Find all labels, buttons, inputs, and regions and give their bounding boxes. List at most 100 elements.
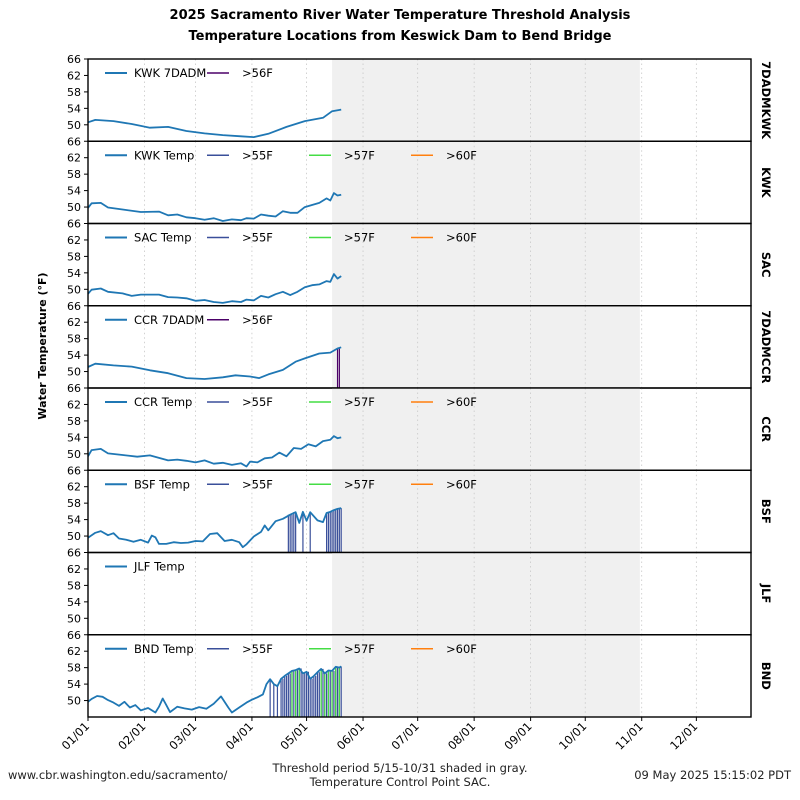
legend-label: >57F [344, 642, 375, 656]
y-tick-label: 66 [67, 464, 81, 477]
footer-note: Threshold period 5/15-10/31 shaded in gr… [0, 761, 800, 789]
y-tick-label: 54 [67, 185, 81, 198]
series-line-bsf-temp [87, 507, 342, 549]
legend-label: >60F [446, 477, 477, 491]
panel-label: BND [759, 662, 773, 690]
legend-label: >57F [344, 231, 375, 245]
y-tick-label: 62 [67, 481, 81, 494]
threshold-period-shade [332, 59, 640, 142]
y-tick-label: 58 [67, 415, 81, 428]
footer-url[interactable]: www.cbr.washington.edu/sacramento/ [8, 768, 228, 782]
y-tick-label: 62 [67, 234, 81, 247]
panel-kwk: 66 62 58 54 50 KWK Temp >55F >57F >60F KWK [67, 135, 773, 225]
y-tick-label: 54 [67, 431, 81, 444]
footer-note-line2: Temperature Control Point SAC. [309, 775, 491, 789]
x-tick-label: 08/01 [445, 719, 478, 752]
x-tick-label: 12/01 [667, 719, 700, 752]
legend-label: CCR 7DADM [134, 313, 204, 327]
legend-label: >55F [242, 231, 273, 245]
x-tick-label: 01/01 [59, 719, 92, 752]
y-tick-label: 54 [67, 678, 81, 691]
panel-jlf: 66 62 58 54 50 JLF Temp JLF [67, 547, 773, 636]
panel-ccr: 66 62 58 54 50 CCR Temp >55F >57F >60F CCR [67, 382, 773, 471]
legend-label: >60F [446, 395, 477, 409]
y-tick-label: 54 [67, 102, 81, 115]
y-tick-label: 66 [67, 53, 81, 66]
y-tick-label: 50 [67, 530, 81, 543]
y-tick-label: 50 [67, 201, 81, 214]
x-tick-label: 10/01 [556, 719, 589, 752]
y-tick-label: 50 [67, 119, 81, 132]
x-tick-label: 11/01 [612, 719, 645, 752]
y-tick-label: 62 [67, 69, 81, 82]
y-tick-label: 54 [67, 514, 81, 527]
y-tick-label: 66 [67, 135, 81, 148]
y-tick-label: 66 [67, 382, 81, 395]
x-tick-label: 04/01 [223, 719, 256, 752]
series-line-ccr-temp [87, 435, 342, 468]
legend-label: >57F [344, 477, 375, 491]
x-tick-label: 03/01 [166, 719, 199, 752]
legend-label: SAC Temp [134, 231, 192, 245]
y-tick-label: 58 [67, 86, 81, 99]
legend-label: >60F [446, 231, 477, 245]
y-tick-label: 62 [67, 152, 81, 165]
y-tick-label: 54 [67, 349, 81, 362]
panel-label: 7DADMCCR [759, 310, 773, 383]
x-tick-label: 02/01 [115, 719, 148, 752]
y-tick-label: 58 [67, 579, 81, 592]
legend-label: >60F [446, 642, 477, 656]
panel-label: CCR [759, 416, 773, 442]
legend-label: >56F [242, 66, 273, 80]
series-line-kwk-temp [87, 192, 342, 222]
y-tick-label: 66 [67, 218, 81, 231]
footer-timestamp: 09 May 2025 15:15:02 PDT [634, 768, 791, 782]
legend-label: >56F [242, 313, 273, 327]
panel-7dadmkwk: 66 62 58 54 50 KWK 7DADM >56F 7DADMKWK [67, 53, 773, 142]
panel-7dadmccr: 66 62 58 54 50 CCR 7DADM >56F 7DADMCCR [67, 300, 773, 389]
legend-label: >57F [344, 148, 375, 162]
y-tick-label: 58 [67, 333, 81, 346]
y-tick-label: 50 [67, 366, 81, 379]
panel-label: JLF [759, 583, 773, 603]
panel-label: KWK [759, 167, 773, 199]
legend-label: CCR Temp [134, 395, 192, 409]
y-tick-label: 54 [67, 596, 81, 609]
y-tick-label: 62 [67, 645, 81, 658]
x-tick-label: 09/01 [501, 719, 534, 752]
chart-title: 2025 Sacramento River Water Temperature … [169, 8, 631, 23]
y-tick-label: 58 [67, 662, 81, 675]
x-tick-label: 07/01 [388, 719, 421, 752]
threshold-period-shade [332, 388, 640, 471]
legend-label: BND Temp [134, 642, 194, 656]
y-tick-label: 50 [67, 695, 81, 708]
y-tick-label: 62 [67, 398, 81, 411]
threshold-period-shade [332, 552, 640, 635]
legend-label: >55F [242, 642, 273, 656]
panel-bsf: 66 62 58 54 50 BSF Temp >55F >57F >60F BSF [67, 464, 773, 554]
panel-sac: 66 62 58 54 50 SAC Temp >55F >57F >60F SAC [67, 218, 773, 307]
y-tick-label: 62 [67, 563, 81, 576]
legend-label: >55F [242, 395, 273, 409]
legend-label: >55F [242, 148, 273, 162]
series-line-kwk-7dadm [87, 108, 342, 138]
legend-label: KWK 7DADM [134, 66, 206, 80]
threshold-period-shade [332, 305, 640, 388]
y-tick-label: 66 [67, 547, 81, 560]
y-tick-label: 50 [67, 283, 81, 296]
legend-label: >55F [242, 477, 273, 491]
chart-area: Water Temperature (°F) 66 62 58 54 50 KWK 7DA… [36, 53, 773, 753]
panel-frame [87, 634, 752, 718]
y-tick-label: 62 [67, 316, 81, 329]
series-line-sac-temp [87, 273, 342, 304]
series-line-ccr-7dadm [87, 346, 342, 380]
panel-label: SAC [759, 252, 773, 278]
y-tick-label: 66 [67, 629, 81, 642]
y-tick-label: 58 [67, 250, 81, 263]
panel-label: BSF [759, 499, 773, 524]
legend-label: BSF Temp [134, 477, 190, 491]
y-tick-label: 66 [67, 300, 81, 313]
y-tick-label: 58 [67, 168, 81, 181]
y-tick-label: 50 [67, 448, 81, 461]
panel-label: 7DADMKWK [759, 61, 773, 140]
